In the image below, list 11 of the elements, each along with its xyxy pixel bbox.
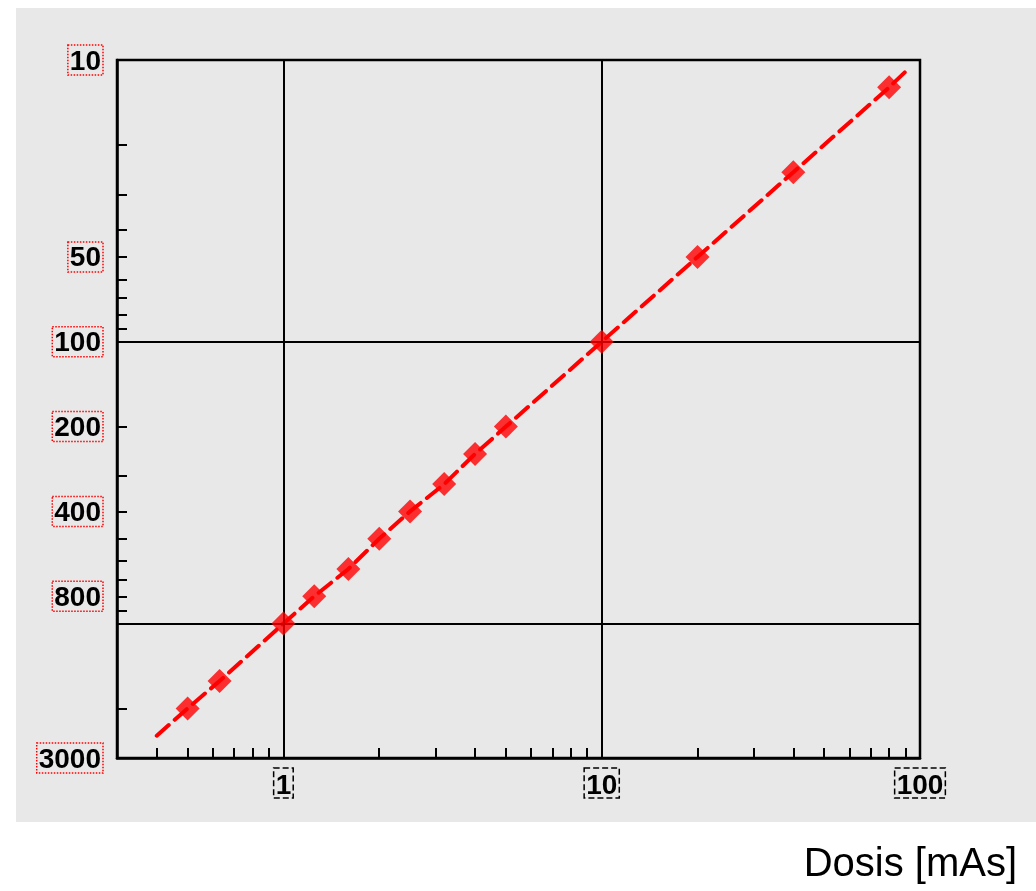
x-tick-label: 100 (896, 768, 944, 800)
y-tick-label: 10 (69, 44, 101, 76)
y-tick-label: 100 (54, 326, 101, 358)
y-tick-label: 3000 (38, 742, 101, 774)
x-axis-title: Dosis [mAs] (803, 840, 1017, 884)
y-tick-label: 50 (69, 241, 101, 273)
x-tick-label: 1 (275, 768, 292, 800)
y-tick-label: 800 (54, 580, 101, 612)
x-tick-label: 10 (586, 768, 618, 800)
y-tick-label: 200 (54, 411, 101, 443)
y-tick-label: 400 (54, 495, 101, 527)
